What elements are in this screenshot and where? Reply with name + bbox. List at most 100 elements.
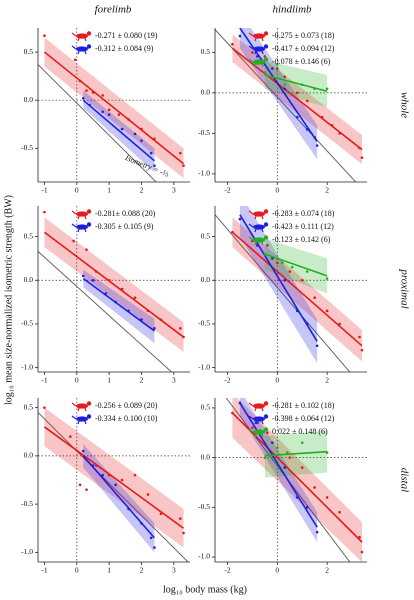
data-point bbox=[360, 156, 364, 159]
data-point bbox=[275, 446, 279, 449]
isometry-line bbox=[215, 214, 351, 372]
y-tick-label: 0.0 bbox=[201, 88, 211, 97]
data-point bbox=[360, 348, 364, 352]
y-tick-label: -0.5 bbox=[198, 502, 210, 511]
data-point bbox=[91, 91, 95, 94]
data-point bbox=[285, 451, 289, 454]
data-point bbox=[146, 493, 150, 496]
x-axis-label: log₁₀ body mass (kg) bbox=[163, 584, 247, 595]
data-point bbox=[256, 421, 259, 425]
y-tick-label: -1.0 bbox=[21, 547, 33, 556]
data-point bbox=[178, 327, 182, 330]
data-point bbox=[81, 449, 85, 453]
y-tick-label: 0.5 bbox=[201, 403, 211, 412]
regression-line bbox=[43, 231, 185, 338]
data-point bbox=[81, 96, 85, 100]
confidence-band bbox=[83, 269, 155, 344]
data-point bbox=[73, 58, 77, 62]
legend-label: -0.423 ± 0.111 (12) bbox=[272, 222, 334, 231]
data-point bbox=[295, 309, 299, 313]
data-point bbox=[288, 270, 292, 273]
legend-icon bbox=[248, 57, 269, 68]
data-point bbox=[153, 546, 156, 549]
data-point bbox=[101, 473, 104, 477]
data-point bbox=[120, 478, 124, 482]
data-point bbox=[146, 309, 150, 313]
legend-icon bbox=[71, 414, 92, 425]
legend-label: -0.398 ± 0.064 (12) bbox=[272, 414, 335, 423]
x-tick-label: 2 bbox=[325, 186, 329, 195]
data-point bbox=[283, 75, 287, 78]
data-point bbox=[153, 327, 156, 330]
data-point bbox=[295, 496, 299, 499]
confidence-band bbox=[264, 238, 328, 294]
data-point bbox=[271, 441, 274, 445]
y-tick-label: -0.5 bbox=[21, 319, 33, 328]
legend-label: -0.256 ± 0.089 (20) bbox=[95, 401, 158, 410]
data-point bbox=[300, 83, 304, 87]
x-tick-label: 1 bbox=[107, 186, 111, 195]
legend-label: -0.283 ± 0.074 (18) bbox=[272, 209, 335, 218]
legend-label: -0.334 ± 0.100 (10) bbox=[95, 414, 158, 423]
data-point bbox=[251, 426, 254, 430]
x-tick-label: 2 bbox=[325, 376, 329, 385]
data-point bbox=[101, 94, 104, 97]
isometry-line bbox=[38, 251, 173, 372]
data-point bbox=[107, 473, 111, 477]
data-point bbox=[256, 55, 259, 58]
y-tick-label: -1.0 bbox=[198, 552, 210, 561]
data-point bbox=[140, 127, 143, 131]
regression-line bbox=[43, 426, 185, 529]
data-point bbox=[283, 278, 287, 282]
regression-line bbox=[239, 28, 318, 142]
legend-icon bbox=[248, 31, 269, 42]
x-tick-label: 0 bbox=[275, 566, 279, 575]
data-point bbox=[280, 261, 284, 265]
data-point bbox=[120, 127, 124, 131]
x-tick-label: 1 bbox=[107, 376, 111, 385]
data-point bbox=[238, 401, 242, 405]
data-point bbox=[275, 63, 279, 66]
data-point bbox=[338, 322, 341, 326]
data-point bbox=[256, 244, 259, 247]
data-point bbox=[149, 151, 153, 155]
data-point bbox=[288, 456, 292, 459]
data-point bbox=[313, 136, 316, 139]
data-point bbox=[133, 296, 137, 300]
data-point bbox=[231, 411, 234, 415]
x-tick-label: 3 bbox=[172, 186, 176, 195]
data-point bbox=[127, 118, 130, 121]
panel-plot bbox=[215, 206, 367, 372]
data-point bbox=[127, 507, 130, 511]
x-tick-label: 2 bbox=[140, 186, 144, 195]
legend-icon bbox=[248, 222, 269, 233]
row-label: whole bbox=[398, 92, 410, 118]
legend-icon bbox=[248, 401, 269, 412]
panel-plot bbox=[38, 206, 190, 372]
isometry-line bbox=[38, 64, 157, 182]
data-point bbox=[149, 536, 153, 540]
legend-icon bbox=[248, 235, 269, 246]
x-tick-label: -1 bbox=[41, 186, 47, 195]
x-tick-label: -2 bbox=[224, 566, 230, 575]
data-point bbox=[114, 483, 117, 487]
regression-line bbox=[264, 253, 328, 277]
y-tick-label: -1.0 bbox=[21, 362, 33, 371]
legend-icon bbox=[71, 401, 92, 412]
data-point bbox=[94, 270, 98, 273]
data-point bbox=[283, 87, 287, 91]
data-point bbox=[91, 464, 95, 467]
data-point bbox=[330, 123, 334, 127]
data-point bbox=[271, 67, 274, 70]
x-tick-label: 0 bbox=[275, 186, 279, 195]
data-point bbox=[85, 248, 88, 251]
legend-icon bbox=[248, 209, 269, 220]
data-point bbox=[178, 151, 182, 155]
y-tick-label: -1.0 bbox=[198, 362, 210, 371]
legend-icon bbox=[248, 44, 269, 55]
y-axis-label: log₁₀ mean size-normalized isometric str… bbox=[3, 195, 14, 405]
data-point bbox=[153, 137, 156, 140]
data-point bbox=[43, 210, 46, 214]
x-tick-label: -2 bbox=[224, 376, 230, 385]
isometry-line bbox=[38, 412, 189, 562]
